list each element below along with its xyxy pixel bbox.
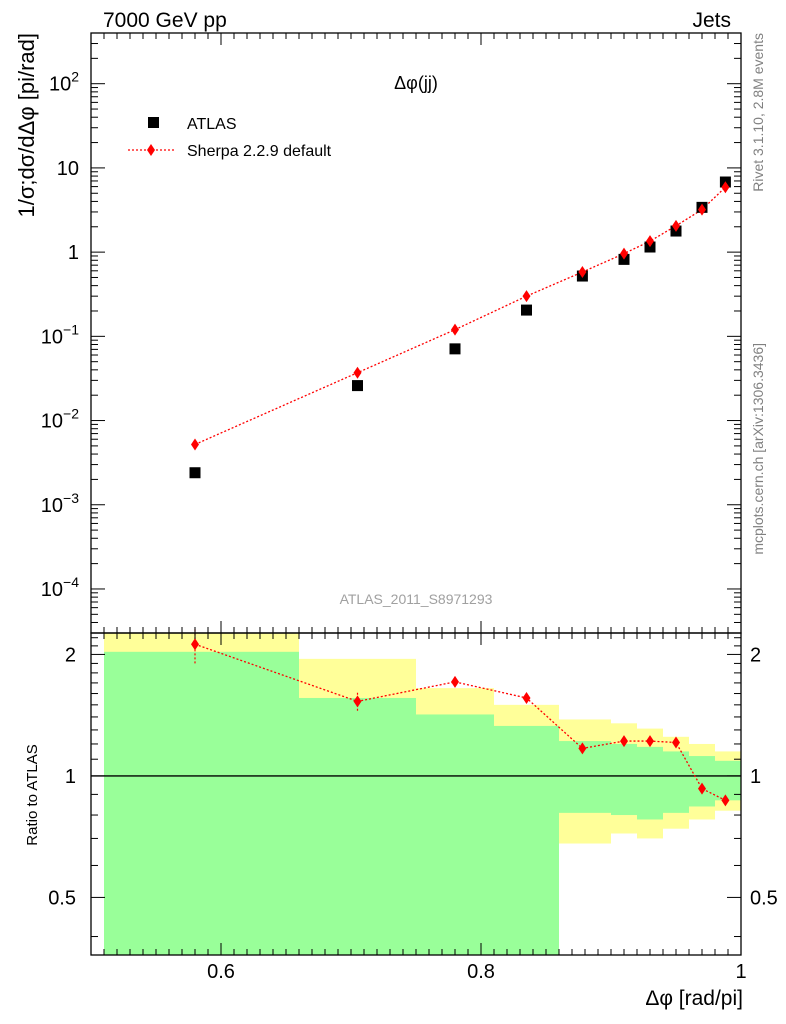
legend-atlas-marker [148,117,159,128]
sherpa-data-point [522,290,531,303]
legend-sherpa-label: Sherpa 2.2.9 default [187,143,332,160]
ratio-data-point [578,742,587,755]
ratio-y-axis-label: Ratio to ATLAS [24,744,41,845]
main-plot-marks [189,176,731,479]
ratio-bands [104,633,741,955]
ratio-data-point [353,695,362,708]
ratio-band-green [416,714,494,955]
ratio-y-tick-label-right: 1 [750,766,761,788]
x-axis-label: Δφ [rad/pi] [645,987,743,1010]
main-y-tick-label: 10−1 [41,321,79,348]
ratio-band-green [559,741,611,813]
ratio-data-point [646,735,654,748]
legend-atlas-label: ATLAS [187,116,237,133]
main-y-tick-label: 10−4 [41,574,79,601]
ratio-data-point [522,691,531,704]
ratio-data-point [672,736,680,749]
x-tick-label: 1 [735,961,746,983]
atlas-data-point [189,467,201,479]
ratio-y-tick-label-right: 0.5 [750,887,778,909]
ratio-plot-marks [191,627,730,807]
ratio-band-green [689,756,715,807]
main-y-tick-label: 1 [68,242,79,264]
ratio-y-tick-label-left: 0.5 [48,887,76,909]
axis-ticks [90,32,742,955]
x-tick-label: 0.6 [207,961,235,983]
chart-watermark: ATLAS_2011_S8971293 [340,591,493,607]
atlas-data-point [449,343,461,355]
x-tick-label: 0.8 [467,961,495,983]
header-right-label: Jets [692,9,731,32]
side-label-mcplots: mcplots.cern.ch [arXiv:1306.3436] [750,343,766,555]
ratio-data-point [620,735,628,748]
sherpa-data-point [672,219,680,232]
header-left-label: 7000 GeV pp [103,9,227,32]
ratio-band-green [299,697,416,955]
main-y-tick-label: 102 [49,69,79,96]
legend-sherpa-marker [147,144,155,156]
axis-tick-labels: 10−4 10−3 10−2 10−1 1 10 102 0.5 0.5 1 1 2 2 0.6 0.8 1 [41,69,778,983]
ratio-sherpa-line [194,643,726,801]
ratio-data-point [451,675,459,688]
sherpa-data-point [191,438,199,451]
sherpa-data-point [353,366,362,379]
ratio-data-point [698,782,706,795]
ratio-band-green [715,760,741,801]
sherpa-line [194,186,726,446]
main-y-tick-label: 10 [57,158,79,180]
ratio-y-tick-label-right: 2 [750,644,761,666]
main-y-tick-label: 10−3 [41,490,79,517]
ratio-band-green [637,746,663,820]
sherpa-data-point [721,181,730,194]
ratio-y-tick-label-left: 1 [65,766,76,788]
main-y-tick-label: 10−2 [41,406,79,433]
side-label-rivet: Rivet 3.1.10, 2.8M events [750,33,766,192]
ratio-band-green [663,751,689,813]
ratio-y-tick-label-left: 2 [65,644,76,666]
ratio-band-green [104,651,299,955]
sherpa-data-point [698,203,706,216]
sherpa-data-point [451,323,459,336]
atlas-data-point [521,304,532,316]
atlas-data-point [352,380,363,392]
ratio-band-green [494,725,559,955]
sherpa-data-point [646,235,654,248]
ratio-data-point [721,794,730,807]
ratio-data-point [191,638,199,651]
sherpa-data-point [620,247,628,260]
main-chart-title: Δφ(jj) [394,73,438,93]
legend: ATLAS Sherpa 2.2.9 default [128,116,332,160]
main-y-axis-label: 1/σ;dσ/dΔφ [pi/rad] [14,33,39,218]
sherpa-data-point [578,266,587,279]
ratio-band-green [611,743,637,816]
